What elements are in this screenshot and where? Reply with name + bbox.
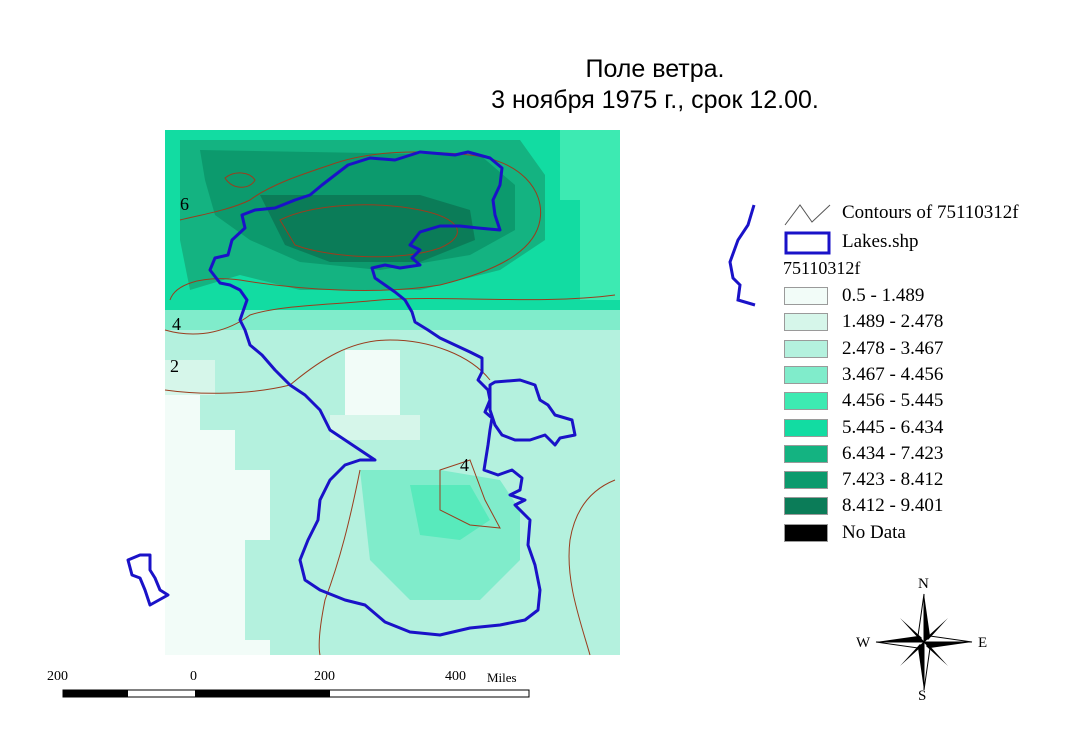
legend-class-label: 3.467 - 4.456	[842, 363, 944, 385]
compass-rose	[875, 593, 973, 691]
compass-n: N	[918, 576, 929, 592]
scale-tick-400: 400	[445, 669, 466, 684]
legend-swatch	[784, 313, 828, 332]
legend-class-label: No Data	[842, 521, 906, 543]
raster-low-center-2	[330, 415, 420, 440]
scale-tick-200: 200	[314, 669, 335, 684]
legend-class-label: 6.434 - 7.423	[842, 442, 944, 464]
legend-contours-label: Contours of 75110312f	[842, 202, 1019, 223]
title-line-1: Поле ветра.	[585, 55, 725, 83]
legend-class-label: 7.423 - 8.412	[842, 469, 944, 491]
legend-swatch	[784, 365, 828, 384]
legend-class-row: 2.478 - 3.467	[784, 337, 944, 359]
map-legend: Contours of 75110312f Lakes.shp 75110312…	[724, 200, 1074, 550]
legend-swatch	[784, 392, 828, 411]
legend-class-label: 4.456 - 5.445	[842, 390, 944, 412]
legend-class-label: 0.5 - 1.489	[842, 285, 925, 306]
contour-6	[169, 151, 542, 301]
legend-class-row: 0.5 - 1.489	[784, 285, 925, 306]
raster-ne-edge	[560, 130, 620, 300]
legend-class-row: 7.423 - 8.412	[784, 469, 944, 491]
legend-symbols	[728, 204, 831, 307]
legend-class-row: 8.412 - 9.401	[784, 495, 944, 517]
legend-swatch	[784, 287, 828, 305]
legend-class-label: 2.478 - 3.467	[842, 337, 944, 359]
contour-2-east	[568, 479, 616, 656]
compass-s: S	[918, 688, 927, 704]
legend-field-label: 75110312f	[783, 258, 861, 278]
legend-swatch	[784, 523, 828, 542]
contour-2-south	[318, 469, 361, 656]
legend-class-label: 5.445 - 6.434	[842, 416, 944, 438]
contour-8	[279, 204, 458, 258]
raster-high-3	[260, 195, 475, 262]
map-title: Поле ветра. 3 ноября 1975 г., срок 12.00…	[440, 54, 870, 116]
contour-4-south	[439, 459, 501, 529]
contour-label-6: 6	[180, 194, 189, 214]
contour-2	[164, 339, 491, 394]
raster-low-west-2	[165, 360, 215, 395]
legend-class-row: 6.434 - 7.423	[784, 442, 944, 464]
raster-low-west	[165, 395, 270, 655]
contour-label-4: 4	[172, 314, 181, 334]
contour-label-4-south: 4	[460, 455, 469, 475]
legend-lake-sample	[784, 231, 831, 255]
compass-e: E	[978, 635, 988, 651]
legend-class-row: 4.456 - 5.445	[784, 390, 944, 412]
legend-swatch	[784, 444, 828, 463]
contour-lines	[164, 151, 616, 656]
raster-south-core	[410, 485, 490, 540]
scale-bar	[62, 689, 530, 698]
legend-class-label: 8.412 - 9.401	[842, 495, 944, 517]
legend-lakes-label: Lakes.shp	[842, 231, 919, 252]
legend-swatch	[784, 339, 828, 358]
raster-transition	[165, 310, 620, 330]
legend-contour-sample	[784, 204, 831, 226]
scale-tick-0: 0	[190, 669, 197, 684]
kara-bogaz-gol	[488, 378, 577, 447]
legend-swatch	[784, 418, 828, 437]
legend-class-row: No Data	[784, 521, 906, 543]
scale-tick-200-left: 200	[47, 669, 68, 684]
scale-unit: Miles	[487, 670, 517, 685]
contour-4-north	[164, 294, 616, 335]
lakes-outline	[126, 150, 577, 637]
legend-swatch	[784, 471, 828, 490]
contour-label-group: 6 4 2 4	[170, 194, 469, 475]
contour-8b	[224, 172, 256, 188]
legend-class-row: 5.445 - 6.434	[784, 416, 944, 438]
legend-class-row: 1.489 - 2.478	[784, 311, 944, 333]
caspian-sea	[208, 150, 542, 637]
aral-fragment	[126, 553, 170, 607]
legend-class-label: 1.489 - 2.478	[842, 311, 944, 333]
raster-low-center	[345, 350, 400, 415]
legend-swatch	[784, 497, 828, 516]
legend-lake-line-sample	[728, 204, 756, 307]
legend-class-row: 3.467 - 4.456	[784, 363, 944, 385]
title-line-2: 3 ноября 1975 г., срок 12.00.	[491, 86, 819, 114]
contour-label-2: 2	[170, 356, 179, 376]
compass-w: W	[856, 635, 871, 651]
